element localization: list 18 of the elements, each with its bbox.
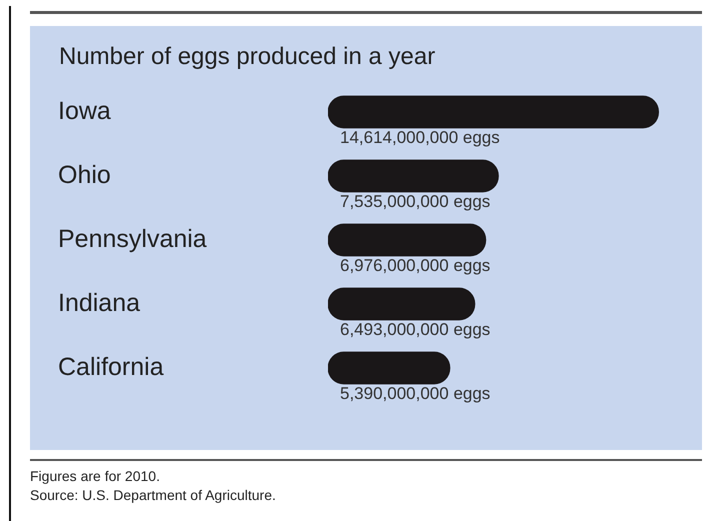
y-tick-label: Indiana <box>58 288 140 317</box>
y-tick-label: Iowa <box>58 96 111 125</box>
bar <box>328 288 476 320</box>
y-tick-label: Pennsylvania <box>58 224 207 253</box>
data-label: 5,390,000,000 eggs <box>340 384 490 404</box>
data-label: 6,976,000,000 eggs <box>340 256 490 276</box>
data-label: 7,535,000,000 eggs <box>340 192 490 212</box>
y-tick-label: Ohio <box>58 160 111 189</box>
data-label: 14,614,000,000 eggs <box>340 128 500 148</box>
bar <box>328 96 659 128</box>
source-note: Source: U.S. Department of Agriculture. <box>30 486 276 505</box>
bar <box>328 160 499 192</box>
chart-title: Number of eggs produced in a year <box>59 43 436 71</box>
y-tick-label: California <box>58 352 164 381</box>
data-label: 6,493,000,000 eggs <box>340 320 490 340</box>
bar <box>328 224 486 256</box>
bar <box>328 352 450 384</box>
text: Figures are for 2010. <box>30 467 161 486</box>
